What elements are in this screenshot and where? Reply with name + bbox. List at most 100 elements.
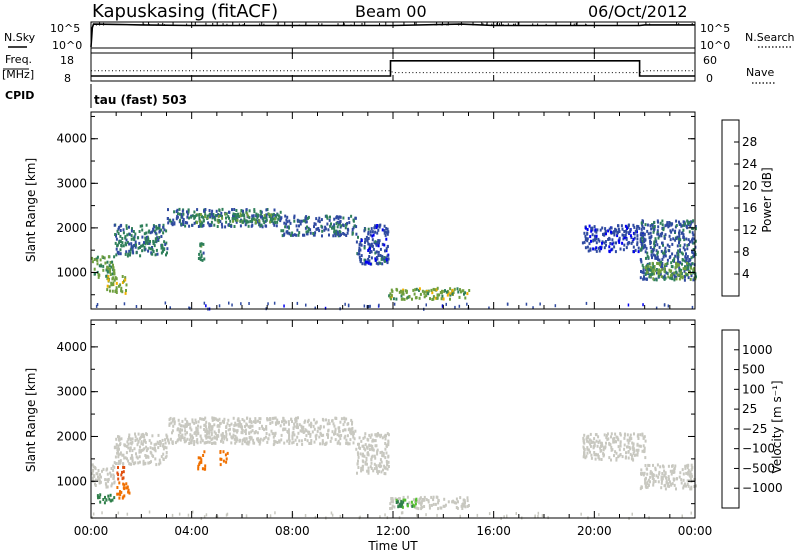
range-cell <box>657 236 660 240</box>
range-cell <box>121 496 124 500</box>
range-cell <box>233 424 236 427</box>
range-cell <box>627 456 630 460</box>
range-cell <box>115 237 118 241</box>
range-cell <box>256 216 259 220</box>
range-cell <box>371 230 374 234</box>
range-cell <box>386 244 389 248</box>
range-cell <box>233 437 236 441</box>
range-cell <box>150 441 153 445</box>
range-cell <box>604 445 607 449</box>
range-cell <box>280 229 283 233</box>
range-cell <box>127 252 130 256</box>
range-cell <box>155 237 158 241</box>
range-cell <box>682 246 685 250</box>
range-cell <box>418 287 421 291</box>
range-cell <box>139 437 141 441</box>
range-cell <box>213 423 216 427</box>
range-cell <box>453 501 456 505</box>
colorbar-frame <box>721 329 740 509</box>
range-cell <box>331 430 334 434</box>
range-cell <box>255 214 258 218</box>
range-cell <box>358 246 361 250</box>
range-cell <box>694 227 697 231</box>
range-cell <box>657 269 660 273</box>
range-cell <box>363 246 366 250</box>
range-cell <box>287 430 290 434</box>
range-cell <box>133 447 136 451</box>
range-cell <box>537 511 540 515</box>
range-cell <box>379 451 382 455</box>
range-cell <box>165 436 168 440</box>
range-cell <box>400 511 403 515</box>
range-cell <box>253 441 256 445</box>
range-cell <box>263 214 266 218</box>
range-cell <box>661 477 664 481</box>
range-cell <box>618 230 621 233</box>
range-cell <box>654 479 657 483</box>
range-cell <box>461 503 464 506</box>
range-cell <box>690 256 693 260</box>
range-cell <box>129 248 132 252</box>
range-cell <box>663 264 666 268</box>
range-cell <box>219 220 222 223</box>
range-cell <box>329 439 332 443</box>
range-cell <box>673 271 676 275</box>
range-cell <box>675 219 678 223</box>
range-cell <box>649 273 652 277</box>
range-cell <box>131 227 133 231</box>
range-cell <box>377 250 380 254</box>
range-cell <box>595 453 598 457</box>
range-cell <box>351 231 354 235</box>
range-cell <box>287 437 290 441</box>
range-cell <box>389 507 392 510</box>
range-cell <box>401 292 404 296</box>
range-cell <box>361 444 364 448</box>
range-cell <box>298 231 301 235</box>
range-cell <box>105 483 108 487</box>
range-cell <box>264 219 267 223</box>
range-cell <box>385 444 388 448</box>
range-cell <box>402 495 405 499</box>
range-cell <box>660 264 663 268</box>
range-cell <box>123 483 126 487</box>
range-cell <box>668 256 671 260</box>
range-cell <box>106 478 109 482</box>
range-cell <box>608 456 611 460</box>
range-cell <box>593 437 596 441</box>
range-cell <box>628 231 631 234</box>
range-cell <box>181 209 184 213</box>
range-cell <box>374 251 377 255</box>
range-cell <box>645 267 648 271</box>
range-cell <box>258 219 261 223</box>
range-cell <box>347 304 350 308</box>
range-cell <box>145 231 148 235</box>
range-cell <box>667 475 670 479</box>
range-cell <box>256 431 259 435</box>
range-cell <box>680 224 683 228</box>
range-cell <box>355 240 358 244</box>
range-cell <box>211 425 214 429</box>
range-cell <box>111 482 114 486</box>
range-cell <box>245 221 248 225</box>
range-cell <box>234 421 237 425</box>
range-cell <box>379 515 381 519</box>
range-cell <box>310 439 313 442</box>
nave-tick-low: 0 <box>706 72 713 85</box>
range-cell <box>656 252 659 256</box>
range-cell <box>200 242 203 246</box>
range-cell <box>114 455 117 459</box>
range-cell <box>251 218 253 222</box>
range-cell <box>666 258 669 262</box>
range-cell <box>368 255 371 258</box>
range-cell <box>662 243 664 247</box>
range-cell <box>204 215 207 219</box>
range-cell <box>658 245 661 249</box>
range-cell <box>595 246 598 250</box>
range-cell <box>583 450 586 454</box>
range-cell <box>377 239 380 243</box>
range-cell <box>401 511 404 515</box>
range-cell <box>584 246 587 250</box>
range-cell <box>384 456 387 460</box>
range-cell <box>370 444 373 448</box>
